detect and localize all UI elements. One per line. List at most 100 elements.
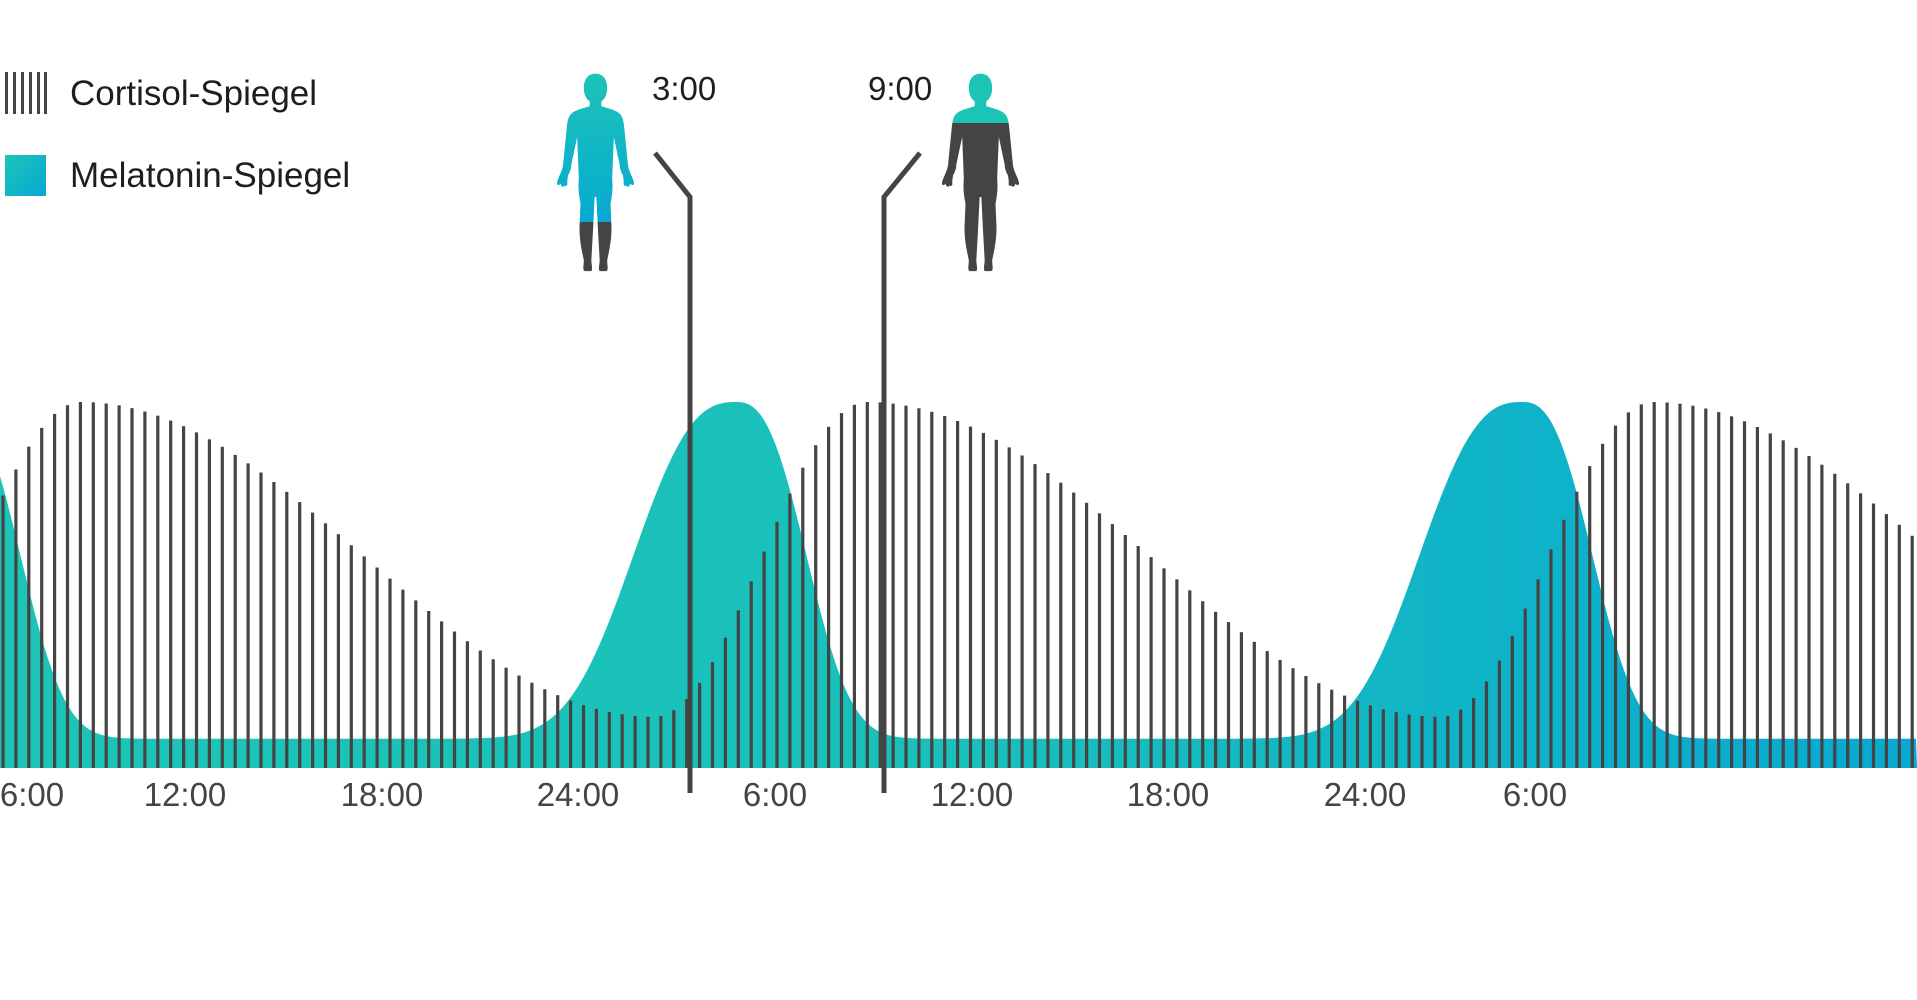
cortisol-bar bbox=[1859, 493, 1863, 768]
cortisol-bar bbox=[530, 682, 534, 768]
cortisol-bar bbox=[1072, 492, 1076, 768]
x-tick-label: 18:00 bbox=[1127, 776, 1210, 813]
cortisol-bar bbox=[736, 610, 740, 768]
marker-3am-line bbox=[653, 151, 693, 793]
cortisol-bar bbox=[1278, 659, 1282, 768]
cortisol-bar bbox=[27, 446, 31, 768]
cortisol-bar bbox=[1652, 402, 1656, 768]
cortisol-bar bbox=[427, 611, 431, 768]
cortisol-bar bbox=[1214, 611, 1218, 768]
cortisol-bar bbox=[891, 403, 895, 768]
cortisol-bar bbox=[788, 493, 792, 768]
cortisol-bar bbox=[130, 408, 134, 768]
cortisol-bar bbox=[1575, 491, 1579, 768]
cortisol-bar bbox=[220, 446, 224, 768]
body-cortisol-icon bbox=[942, 73, 1019, 272]
cortisol-bar bbox=[1884, 514, 1888, 768]
cortisol-bar bbox=[1897, 524, 1901, 768]
cortisol-bar bbox=[207, 439, 211, 768]
cortisol-bar bbox=[594, 708, 598, 768]
cortisol-bar bbox=[1484, 681, 1489, 768]
cortisol-bar bbox=[362, 556, 366, 768]
cortisol-bar bbox=[1033, 464, 1037, 768]
cortisol-bar bbox=[491, 659, 495, 768]
cortisol-bar bbox=[401, 589, 405, 768]
cortisol-bar bbox=[298, 502, 302, 768]
cortisol-bar bbox=[1046, 473, 1050, 768]
cortisol-bar bbox=[1833, 473, 1837, 768]
cortisol-bar bbox=[775, 521, 779, 768]
cortisol-bar bbox=[646, 716, 650, 768]
cortisol-legend-swatch bbox=[5, 72, 47, 114]
cortisol-bar bbox=[814, 445, 818, 768]
cortisol-bar bbox=[1562, 519, 1566, 768]
cortisol-bar bbox=[1394, 712, 1398, 768]
cortisol-bar bbox=[440, 621, 444, 768]
cortisol-bar bbox=[1717, 412, 1721, 768]
cortisol-bar bbox=[1459, 709, 1463, 768]
cortisol-bar bbox=[1, 495, 5, 768]
cortisol-bar bbox=[1704, 408, 1708, 768]
cortisol-bar bbox=[1523, 608, 1527, 768]
cortisol-bar bbox=[1226, 622, 1231, 768]
cortisol-bar bbox=[827, 426, 831, 768]
cortisol-bar bbox=[1871, 503, 1876, 768]
cortisol-bar bbox=[1665, 402, 1669, 768]
cortisol-bar bbox=[14, 469, 18, 768]
cortisol-bar bbox=[104, 403, 108, 768]
cortisol-bar bbox=[1781, 440, 1785, 768]
cortisol-bar bbox=[943, 416, 947, 768]
cortisol-bar bbox=[1536, 579, 1540, 768]
cortisol-bar bbox=[517, 675, 521, 768]
cortisol-bar bbox=[117, 405, 121, 768]
marker-9am: 9:00 bbox=[868, 70, 1019, 793]
cortisol-bar bbox=[981, 432, 985, 768]
cortisol-bar bbox=[1175, 579, 1179, 768]
cortisol-bar bbox=[968, 426, 973, 768]
cortisol-bar bbox=[1691, 405, 1695, 768]
cortisol-bar bbox=[1355, 700, 1360, 768]
melatonin-legend-label: Melatonin-Spiegel bbox=[70, 156, 350, 195]
cortisol-bar bbox=[349, 545, 353, 768]
cortisol-bar bbox=[465, 641, 469, 768]
cortisol-bar bbox=[91, 402, 95, 768]
marker-3am: 3:00 bbox=[557, 70, 716, 793]
cortisol-bar bbox=[1407, 714, 1411, 768]
cortisol-bar bbox=[556, 695, 560, 768]
cortisol-bar bbox=[1807, 456, 1811, 768]
cortisol-bar bbox=[388, 578, 392, 768]
cortisol-bar bbox=[1742, 421, 1747, 768]
cortisol-bar bbox=[659, 716, 663, 768]
cortisol-bar bbox=[323, 523, 328, 768]
cortisol-bar bbox=[581, 705, 586, 768]
cortisol-bar bbox=[1613, 425, 1618, 768]
cortisol-bar bbox=[852, 404, 856, 768]
cortisol-bar bbox=[272, 482, 276, 768]
cortisol-bar bbox=[452, 631, 457, 768]
cortisol-bar bbox=[1110, 524, 1114, 768]
cortisol-bar bbox=[1549, 549, 1553, 768]
cortisol-bar bbox=[839, 413, 844, 768]
cortisol-bar bbox=[956, 421, 960, 768]
body-melatonin-icon bbox=[557, 73, 634, 272]
cortisol-bar bbox=[1252, 641, 1256, 768]
cortisol-bar bbox=[1846, 483, 1850, 768]
cortisol-bar bbox=[685, 699, 689, 768]
cortisol-bar bbox=[1820, 464, 1824, 768]
cortisol-bar bbox=[762, 551, 766, 768]
cortisol-bar bbox=[1755, 427, 1759, 768]
cortisol-bar bbox=[1162, 568, 1166, 768]
cortisol-bar bbox=[1149, 557, 1153, 768]
cortisol-bar bbox=[930, 411, 934, 768]
cortisol-bar bbox=[1910, 535, 1914, 768]
x-tick-label: 12:00 bbox=[144, 776, 227, 813]
cortisol-bar bbox=[233, 454, 237, 768]
cortisol-bar bbox=[156, 415, 160, 768]
cortisol-bar bbox=[194, 432, 199, 768]
cortisol-bar bbox=[1201, 601, 1205, 768]
cortisol-bar bbox=[1601, 443, 1605, 768]
cortisol-bar bbox=[543, 689, 547, 768]
cortisol-bar bbox=[1291, 668, 1295, 768]
x-tick-label: 24:00 bbox=[537, 776, 620, 813]
cortisol-bar bbox=[1472, 698, 1476, 768]
